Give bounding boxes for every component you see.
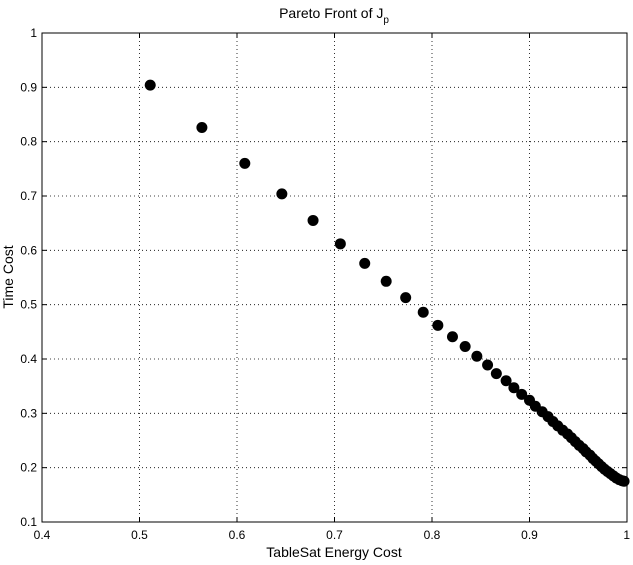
data-points bbox=[144, 79, 630, 487]
data-point bbox=[196, 122, 208, 134]
x-tick-label: 0.6 bbox=[229, 528, 246, 542]
x-tick-label: 0.8 bbox=[424, 528, 441, 542]
y-tick-label: 1 bbox=[30, 26, 37, 40]
plot-frame bbox=[41, 32, 628, 523]
y-tick-label: 0.9 bbox=[20, 80, 37, 94]
y-tick-label: 0.3 bbox=[20, 406, 37, 420]
data-point bbox=[446, 331, 458, 343]
data-point bbox=[417, 306, 429, 318]
y-tick-label: 0.6 bbox=[20, 243, 37, 257]
data-point bbox=[380, 275, 392, 287]
data-point bbox=[490, 368, 502, 380]
data-point bbox=[400, 292, 412, 304]
data-point bbox=[508, 382, 520, 394]
x-tick-label: 0.7 bbox=[326, 528, 343, 542]
chart-title: Pareto Front of Jp bbox=[279, 5, 389, 26]
axis-ticks: 0.4 0.5 0.6 0.7 0.8 0.9 1 0.1 0.2 0.3 0.4 0.5 0.6 0.7… bbox=[20, 26, 630, 542]
y-tick-label: 0.5 bbox=[20, 298, 37, 312]
data-point bbox=[482, 359, 494, 371]
y-tick-label: 0.1 bbox=[20, 515, 37, 529]
y-tick-label: 0.4 bbox=[20, 352, 37, 366]
y-tick-label: 0.8 bbox=[20, 135, 37, 149]
x-tick-label: 1 bbox=[623, 528, 630, 542]
data-point bbox=[276, 188, 288, 200]
data-point bbox=[334, 238, 346, 250]
data-point bbox=[459, 341, 471, 353]
x-tick-label: 0.4 bbox=[34, 528, 51, 542]
data-point bbox=[359, 257, 371, 269]
data-point bbox=[307, 214, 319, 226]
y-tick-label: 0.2 bbox=[20, 461, 37, 475]
data-point bbox=[618, 475, 630, 487]
data-point bbox=[500, 375, 512, 387]
chart-title-subscript: p bbox=[383, 15, 389, 26]
y-tick-label: 0.7 bbox=[20, 189, 37, 203]
x-tick-label: 0.5 bbox=[131, 528, 148, 542]
data-point bbox=[516, 388, 528, 400]
data-point bbox=[144, 79, 156, 91]
data-point bbox=[471, 350, 483, 362]
x-tick-label: 0.9 bbox=[521, 528, 538, 542]
y-axis-label: Time Cost bbox=[0, 245, 16, 308]
data-point bbox=[239, 157, 251, 169]
grid-lines bbox=[42, 33, 627, 522]
x-axis-label: TableSat Energy Cost bbox=[266, 544, 402, 560]
data-point bbox=[432, 319, 444, 331]
